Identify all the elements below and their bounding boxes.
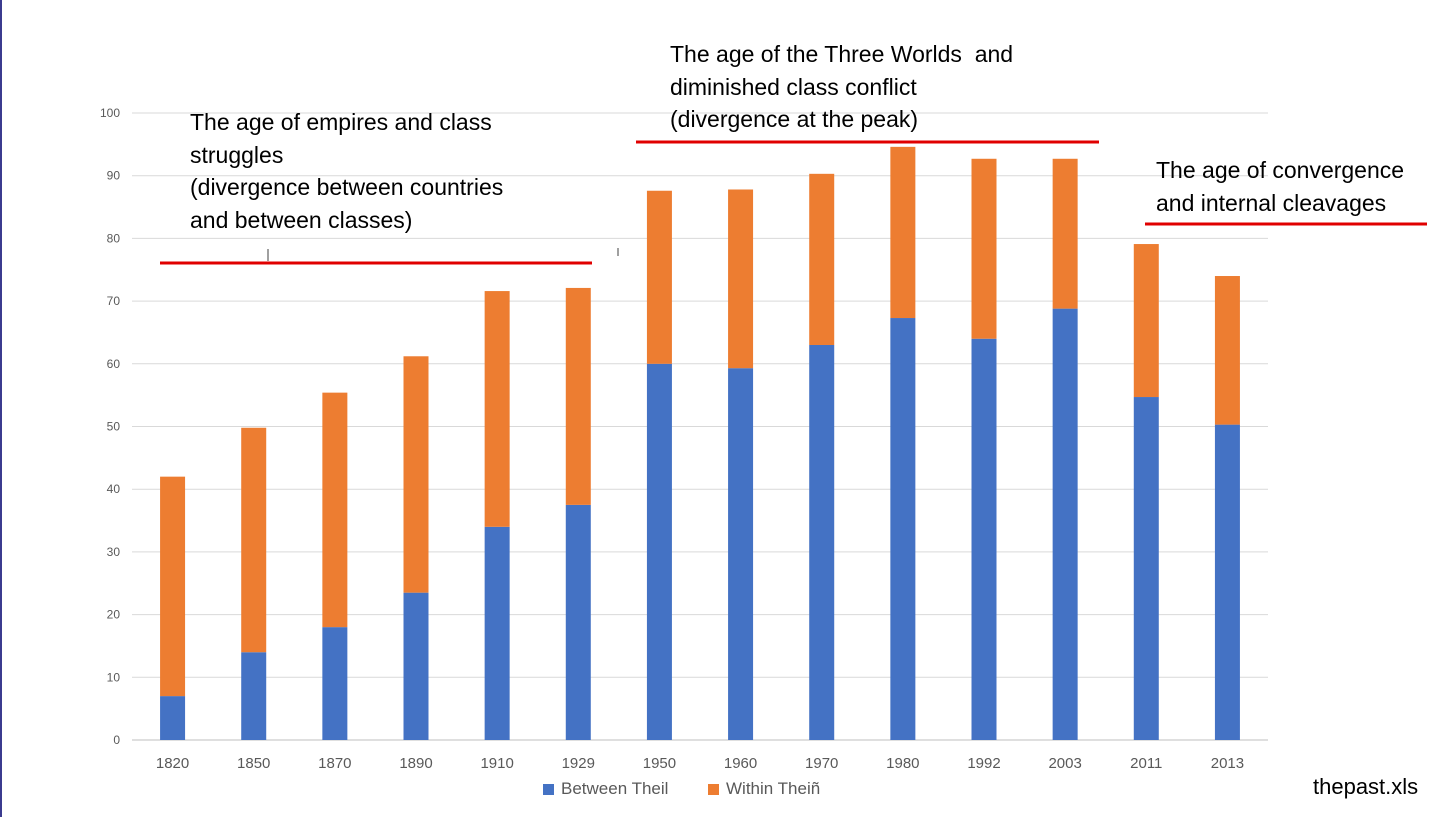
y-tick-label: 80: [107, 231, 121, 245]
bar-within-1910: [484, 291, 510, 527]
y-tick-label: 60: [107, 357, 121, 371]
x-tick-label: 1960: [724, 755, 757, 772]
annotation-line: (divergence at the peak): [670, 106, 919, 132]
bar-between-1870: [322, 627, 348, 740]
x-tick-label: 1870: [318, 755, 351, 772]
x-tick-label: 1850: [237, 755, 270, 772]
bar-within-1950: [646, 190, 672, 364]
y-tick-label: 40: [107, 482, 121, 496]
x-tick-label: 2011: [1130, 755, 1162, 772]
annotation-line: The age of the Three Worlds and: [670, 41, 1014, 67]
bar-between-1980: [890, 318, 916, 740]
bar-within-1980: [890, 146, 916, 319]
annotation-line: and between classes): [190, 206, 413, 233]
bar-between-2013: [1214, 424, 1240, 740]
bar-within-1929: [565, 287, 591, 505]
bar-between-1850: [241, 652, 267, 740]
source-credit: thepast.xls: [1313, 774, 1419, 799]
slide-left-border: [0, 0, 2, 817]
bar-within-1992: [971, 158, 997, 339]
x-tick-label: 1929: [562, 755, 595, 772]
y-tick-label: 90: [107, 169, 121, 183]
bar-between-1992: [971, 338, 997, 740]
x-tick-label: 1970: [805, 755, 838, 772]
bar-within-2013: [1214, 276, 1240, 425]
annotation-convergence: The age of convergence and internal clea…: [1156, 154, 1404, 219]
bar-between-1820: [160, 696, 186, 740]
bar-within-2011: [1133, 244, 1159, 398]
annotation-line: (divergence between countries: [190, 174, 504, 200]
bar-between-1960: [728, 368, 754, 740]
bar-within-1870: [322, 392, 348, 628]
x-tick-label: 2003: [1048, 755, 1081, 772]
bar-between-1910: [484, 526, 510, 740]
bar-between-2011: [1133, 397, 1159, 740]
bar-between-1970: [809, 344, 835, 740]
bar-within-2003: [1052, 158, 1078, 309]
annotation-line: struggles: [190, 141, 284, 168]
bar-between-2003: [1052, 308, 1078, 740]
legend-item-within: Within Theiñ: [708, 778, 820, 800]
y-tick-label: 10: [107, 670, 121, 684]
legend-label: Within Theiñ: [726, 779, 821, 798]
y-axis-tick-labels: 0 10 20 30 40 50 60 70 80 90 100: [100, 106, 120, 747]
bar-between-1890: [403, 592, 429, 740]
x-tick-label: 1890: [399, 755, 432, 772]
y-tick-label: 0: [113, 733, 120, 747]
x-tick-label: 1980: [886, 755, 919, 772]
y-tick-label: 50: [107, 420, 121, 434]
bar-within-1960: [728, 189, 754, 369]
bar-within-1820: [160, 476, 186, 697]
legend-label: Between Theil: [561, 779, 669, 798]
annotation-line: and internal cleavages: [1156, 189, 1387, 216]
x-tick-label: 1820: [156, 755, 189, 772]
bar-within-1890: [403, 356, 429, 593]
gridlines: [132, 112, 1268, 741]
legend-swatch: [543, 783, 554, 795]
x-tick-label: 1950: [643, 755, 676, 772]
annotation-empires: The age of empires and class struggles (…: [190, 106, 503, 236]
legend-swatch: [708, 783, 719, 795]
bar-between-1950: [646, 363, 672, 740]
annotation-line: The age of convergence: [1156, 157, 1405, 183]
bar-within-1970: [809, 173, 835, 345]
y-tick-label: 70: [107, 294, 121, 308]
annotation-three-worlds: The age of the Three Worlds and diminish…: [670, 38, 1013, 136]
x-tick-label: 1910: [480, 755, 513, 772]
annotation-line: diminished class conflict: [670, 73, 917, 100]
bar-within-1850: [241, 427, 267, 653]
y-tick-label: 30: [107, 545, 121, 559]
x-axis-tick-labels: 1820 1850 1870 1890 1910 1929 1950 1960 1970 1980…: [156, 755, 1244, 772]
x-tick-label: 1992: [967, 755, 1000, 772]
legend-item-between: Between Theil: [543, 778, 668, 800]
annotation-line: The age of empires and class: [190, 109, 492, 135]
x-tick-label: 2013: [1211, 755, 1244, 772]
era-underlines: [160, 140, 1427, 265]
y-tick-label: 100: [100, 106, 120, 120]
y-tick-label: 20: [107, 608, 121, 622]
bars: [160, 146, 1240, 740]
bar-between-1929: [565, 504, 591, 740]
